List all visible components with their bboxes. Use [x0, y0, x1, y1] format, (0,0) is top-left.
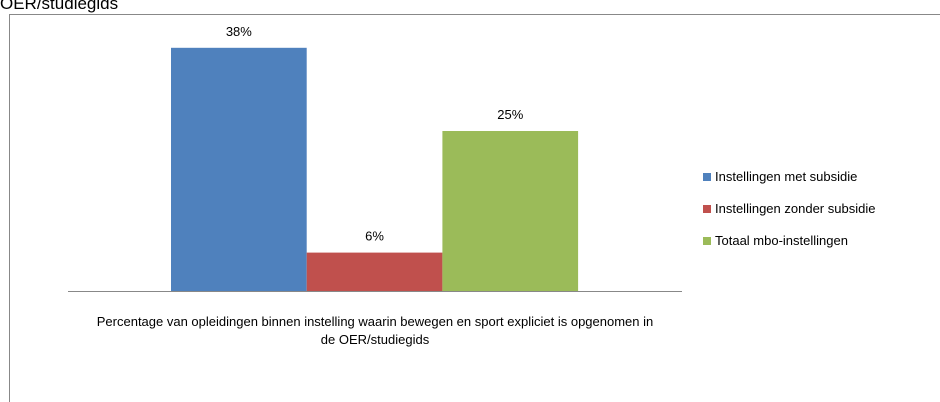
data-label: 25% — [497, 107, 523, 122]
legend-swatch — [703, 173, 711, 181]
legend-label: Instellingen zonder subsidie — [715, 201, 875, 216]
bar — [306, 252, 443, 291]
chart-border — [9, 14, 940, 402]
x-tick-label: Percentage van opleidingen binnen instel… — [96, 314, 654, 347]
legend-swatch — [703, 205, 711, 213]
legend-label: Instellingen met subsidie — [715, 169, 857, 184]
data-label: 6% — [365, 229, 384, 244]
legend-swatch — [703, 237, 711, 245]
bar — [442, 131, 579, 291]
legend-label: Totaal mbo-instellingen — [715, 233, 848, 248]
data-label: 38% — [226, 24, 252, 39]
header-title: OER/studiegids — [0, 0, 118, 13]
bar — [171, 47, 307, 291]
